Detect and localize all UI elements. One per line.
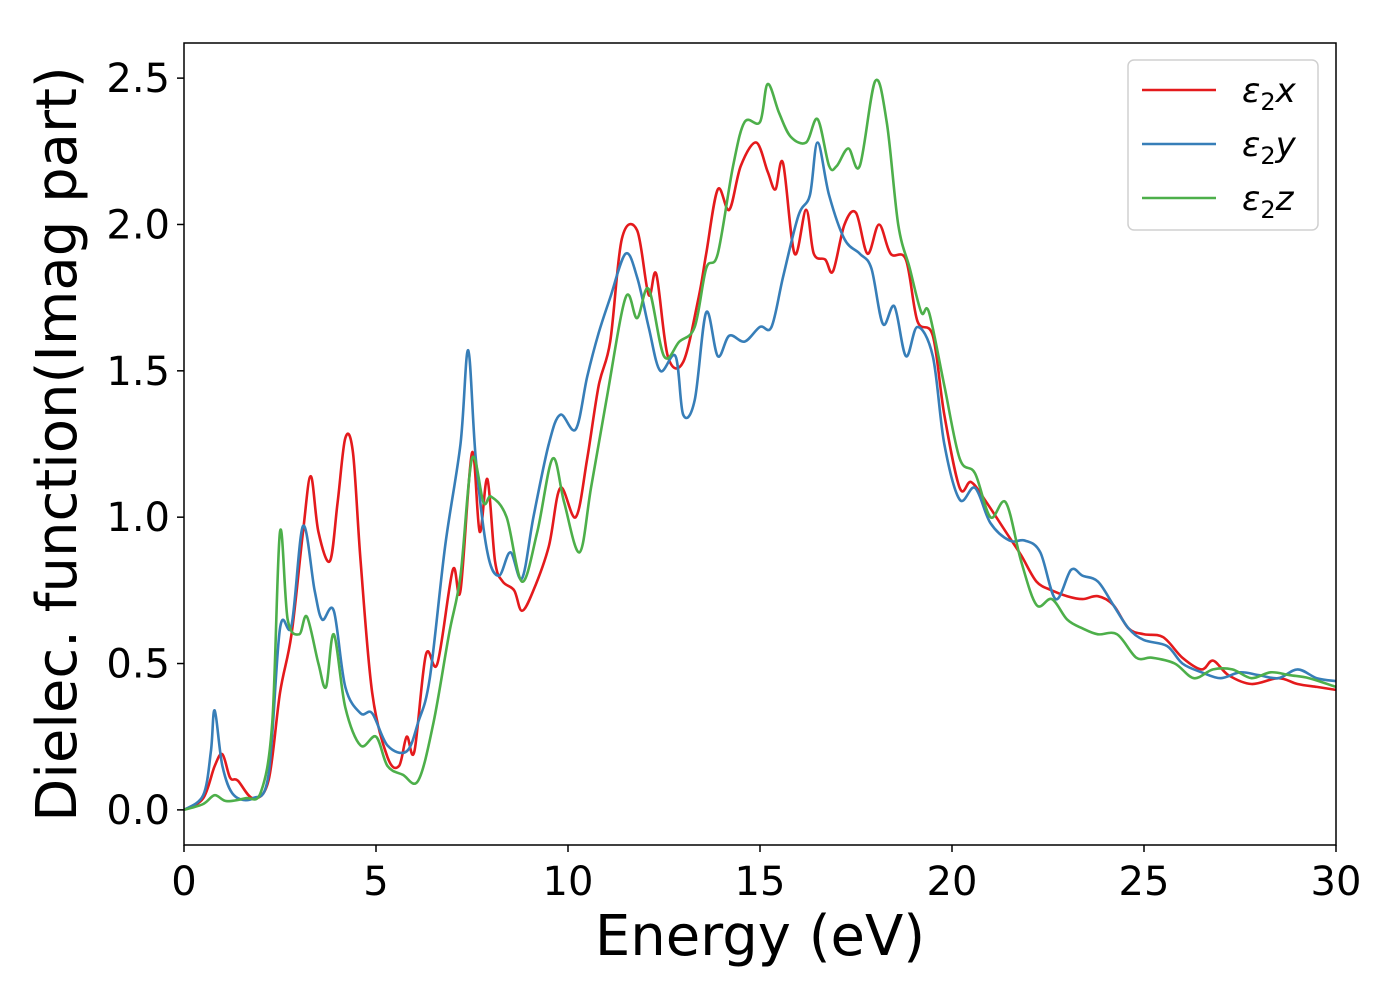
legend: ε2x ε2y ε2z [1127,59,1319,231]
x-axis: 0 5 10 15 20 25 30 [171,845,1361,905]
y-tick-label: 0.0 [106,788,170,834]
legend-box [1127,59,1319,231]
series-lines [184,78,1336,812]
y-tick-label: 0.5 [106,642,170,688]
x-tick-label: 20 [927,859,978,905]
x-tick-label: 15 [735,859,786,905]
y-tick-label: 2.0 [106,202,170,248]
legend-label: ε2x [1242,71,1297,116]
y-axis: 0.0 0.5 1.0 1.5 2.0 2.5 [106,56,184,834]
y-tick-label: 1.5 [106,349,170,395]
x-tick-label: 5 [363,859,388,905]
x-tick-label: 10 [543,859,594,905]
x-tick-label: 25 [1119,859,1170,905]
legend-label: ε2z [1242,179,1295,224]
legend-label: ε2y [1242,125,1297,170]
x-tick-label: 30 [1311,859,1362,905]
y-axis-label: Dielec. function(Imag part) [25,66,90,822]
x-tick-label: 0 [171,859,196,905]
y-tick-label: 2.5 [106,56,170,102]
series-line-y [184,141,1336,812]
x-axis-label: Energy (eV) [595,904,925,969]
y-tick-label: 1.0 [106,495,170,541]
series-line-z [184,78,1336,812]
